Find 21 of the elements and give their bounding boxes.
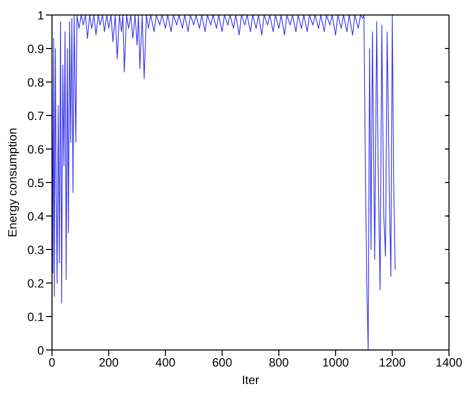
x-tick-label: 200 [98,356,120,370]
x-axis-title: Iter [242,373,260,387]
x-tick-label: 1400 [436,356,463,370]
x-tick-label: 800 [268,356,290,370]
y-tick-label: 0.9 [27,42,44,56]
x-tick-label: 0 [48,356,56,370]
x-tick-label: 600 [212,356,232,370]
y-tick-label: 0.2 [27,276,44,290]
x-tick-label: 400 [155,356,176,370]
y-tick-label: 0.4 [27,209,44,224]
y-tick-label: 1 [37,8,44,22]
x-tick-label: 1200 [378,356,406,370]
y-tick-label: 0.3 [27,242,44,257]
y-tick-label: 0.8 [27,75,44,90]
y-tick-label: 0.7 [27,108,44,123]
x-tick-label: 1000 [322,356,350,370]
y-tick-label: 0.5 [27,176,44,190]
y-tick-label: 0.1 [27,310,44,324]
y-tick-label: 0 [37,343,44,358]
y-tick-label: 0.6 [27,142,44,156]
y-axis-title: Energy consumption [5,128,20,238]
